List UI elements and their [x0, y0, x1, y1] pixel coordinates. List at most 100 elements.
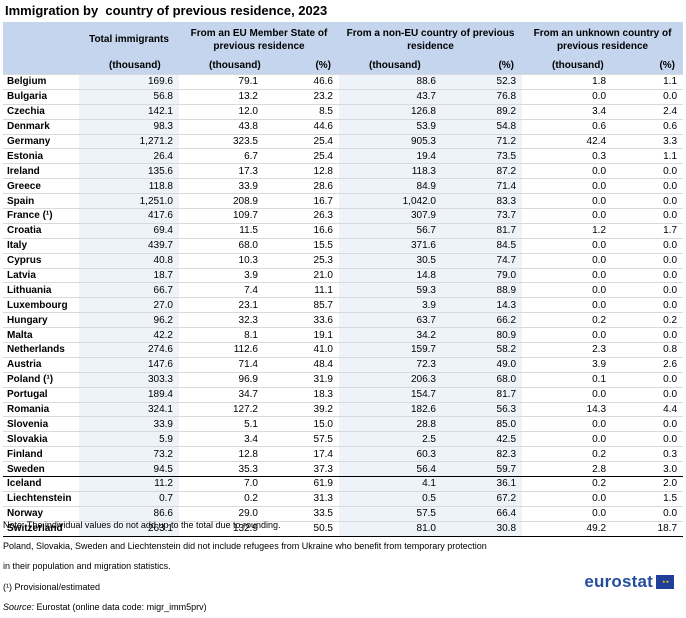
value-cell: 79.1	[179, 74, 264, 90]
value-cell: 42.5	[442, 431, 523, 447]
country-cell: Norway	[3, 505, 79, 522]
value-cell: 66.4	[442, 505, 523, 522]
table-row: Switzerland 263.1 132.9 50.5 81.0 30.8 49.2 18.…	[3, 520, 684, 537]
country-cell: Finland	[3, 446, 79, 462]
value-cell: 274.6	[79, 342, 179, 358]
table-row: Netherlands 274.6 112.6 41.0 159.7 58.2 2.3 0.8	[3, 342, 684, 358]
value-cell: 189.4	[79, 386, 179, 403]
country-cell: Iceland	[3, 476, 79, 492]
value-cell: 28.8	[339, 416, 442, 432]
value-cell: 3.3	[612, 133, 684, 149]
value-cell: 0.0	[612, 416, 684, 432]
country-cell: Czechia	[3, 103, 79, 120]
value-cell: 0.2	[612, 312, 684, 328]
country-cell: Cyprus	[3, 252, 79, 269]
value-cell: 29.0	[179, 505, 264, 522]
value-cell: 109.7	[179, 208, 264, 224]
value-cell: 0.3	[522, 148, 613, 164]
note-ukraine-1: Poland, Slovakia, Sweden and Liechtenste…	[3, 540, 487, 551]
header-non-eu: From a non-EU country of previous reside…	[339, 22, 523, 57]
value-cell: 135.6	[79, 163, 179, 179]
value-cell: 28.6	[264, 178, 339, 194]
header-corner-2	[3, 57, 79, 75]
country-cell: Lithuania	[3, 282, 79, 298]
value-cell: 1.8	[522, 74, 613, 90]
table-row: Greece 118.8 33.9 28.6 84.9 71.4 0.0 0.0	[3, 178, 684, 194]
table-row: Estonia 26.4 6.7 25.4 19.4 73.5 0.3 1.1	[3, 148, 684, 164]
value-cell: 58.2	[442, 342, 523, 358]
value-cell: 439.7	[79, 237, 179, 254]
value-cell: 30.5	[339, 252, 442, 269]
value-cell: 2.6	[612, 356, 684, 373]
table-row: Malta 42.2 8.1 19.1 34.2 80.9 0.0 0.0	[3, 327, 684, 343]
table-row: Hungary 96.2 32.3 33.6 63.7 66.2 0.2 0.2	[3, 312, 684, 328]
value-cell: 3.9	[522, 356, 613, 373]
value-cell: 96.9	[179, 371, 264, 388]
value-cell: 7.0	[179, 476, 264, 492]
value-cell: 0.0	[612, 282, 684, 298]
value-cell: 4.4	[612, 401, 684, 417]
unit-unknown-percent: (%)	[612, 57, 684, 75]
value-cell: 206.3	[339, 371, 442, 388]
value-cell: 94.5	[79, 461, 179, 477]
value-cell: 147.6	[79, 356, 179, 373]
value-cell: 0.0	[522, 252, 613, 269]
value-cell: 0.0	[522, 431, 613, 447]
value-cell: 371.6	[339, 237, 442, 254]
source-text: Eurostat (online data code: migr_imm5prv…	[34, 602, 207, 612]
table-row: Luxembourg 27.0 23.1 85.7 3.9 14.3 0.0 0.0	[3, 297, 684, 313]
table-row: Slovenia 33.9 5.1 15.0 28.8 85.0 0.0 0.0	[3, 416, 684, 432]
value-cell: 0.0	[522, 178, 613, 194]
immigration-table: Total immigrants From an EU Member State…	[3, 22, 684, 537]
value-cell: 25.4	[264, 148, 339, 164]
value-cell: 3.4	[179, 431, 264, 447]
value-cell: 81.7	[442, 386, 523, 403]
value-cell: 0.0	[612, 88, 684, 105]
table-row: France (¹) 417.6 109.7 26.3 307.9 73.7 0.0 0.0	[3, 208, 684, 224]
value-cell: 81.0	[339, 520, 442, 537]
value-cell: 0.0	[612, 386, 684, 403]
value-cell: 0.0	[612, 505, 684, 522]
value-cell: 0.2	[522, 312, 613, 328]
table-row: Liechtenstein 0.7 0.2 31.3 0.5 67.2 0.0 1.5	[3, 490, 684, 507]
value-cell: 84.9	[339, 178, 442, 194]
value-cell: 1.1	[612, 148, 684, 164]
value-cell: 208.9	[179, 193, 264, 209]
value-cell: 118.3	[339, 163, 442, 179]
country-cell: Liechtenstein	[3, 490, 79, 507]
value-cell: 68.0	[179, 237, 264, 254]
value-cell: 2.0	[612, 476, 684, 492]
value-cell: 0.0	[612, 267, 684, 283]
value-cell: 31.3	[264, 490, 339, 507]
value-cell: 12.0	[179, 103, 264, 120]
value-cell: 44.6	[264, 118, 339, 135]
value-cell: 18.7	[79, 267, 179, 283]
value-cell: 34.7	[179, 386, 264, 403]
value-cell: 0.0	[522, 505, 613, 522]
unit-unknown-thousand: (thousand)	[522, 57, 613, 75]
value-cell: 17.3	[179, 163, 264, 179]
value-cell: 0.0	[612, 371, 684, 388]
country-cell: Hungary	[3, 312, 79, 328]
value-cell: 71.4	[179, 356, 264, 373]
value-cell: 14.8	[339, 267, 442, 283]
country-cell: Malta	[3, 327, 79, 343]
value-cell: 17.4	[264, 446, 339, 462]
value-cell: 0.0	[612, 252, 684, 269]
header-unknown: From an unknown country of previous resi…	[522, 22, 684, 57]
value-cell: 56.8	[79, 88, 179, 105]
value-cell: 98.3	[79, 118, 179, 135]
value-cell: 96.2	[79, 312, 179, 328]
value-cell: 5.1	[179, 416, 264, 432]
table-body: Belgium 169.6 79.1 46.6 88.6 52.3 1.8 1.1 Bulgar…	[3, 74, 684, 537]
value-cell: 10.3	[179, 252, 264, 269]
header-eu: From an EU Member State of previous resi…	[179, 22, 339, 57]
value-cell: 57.5	[264, 431, 339, 447]
value-cell: 14.3	[442, 297, 523, 313]
value-cell: 1,042.0	[339, 193, 442, 209]
value-cell: 71.4	[442, 178, 523, 194]
eurostat-logo: eurostat ★★	[584, 572, 674, 592]
country-cell: Latvia	[3, 267, 79, 283]
value-cell: 73.7	[442, 208, 523, 224]
note-provisional: (¹) Provisional/estimated	[3, 581, 101, 592]
